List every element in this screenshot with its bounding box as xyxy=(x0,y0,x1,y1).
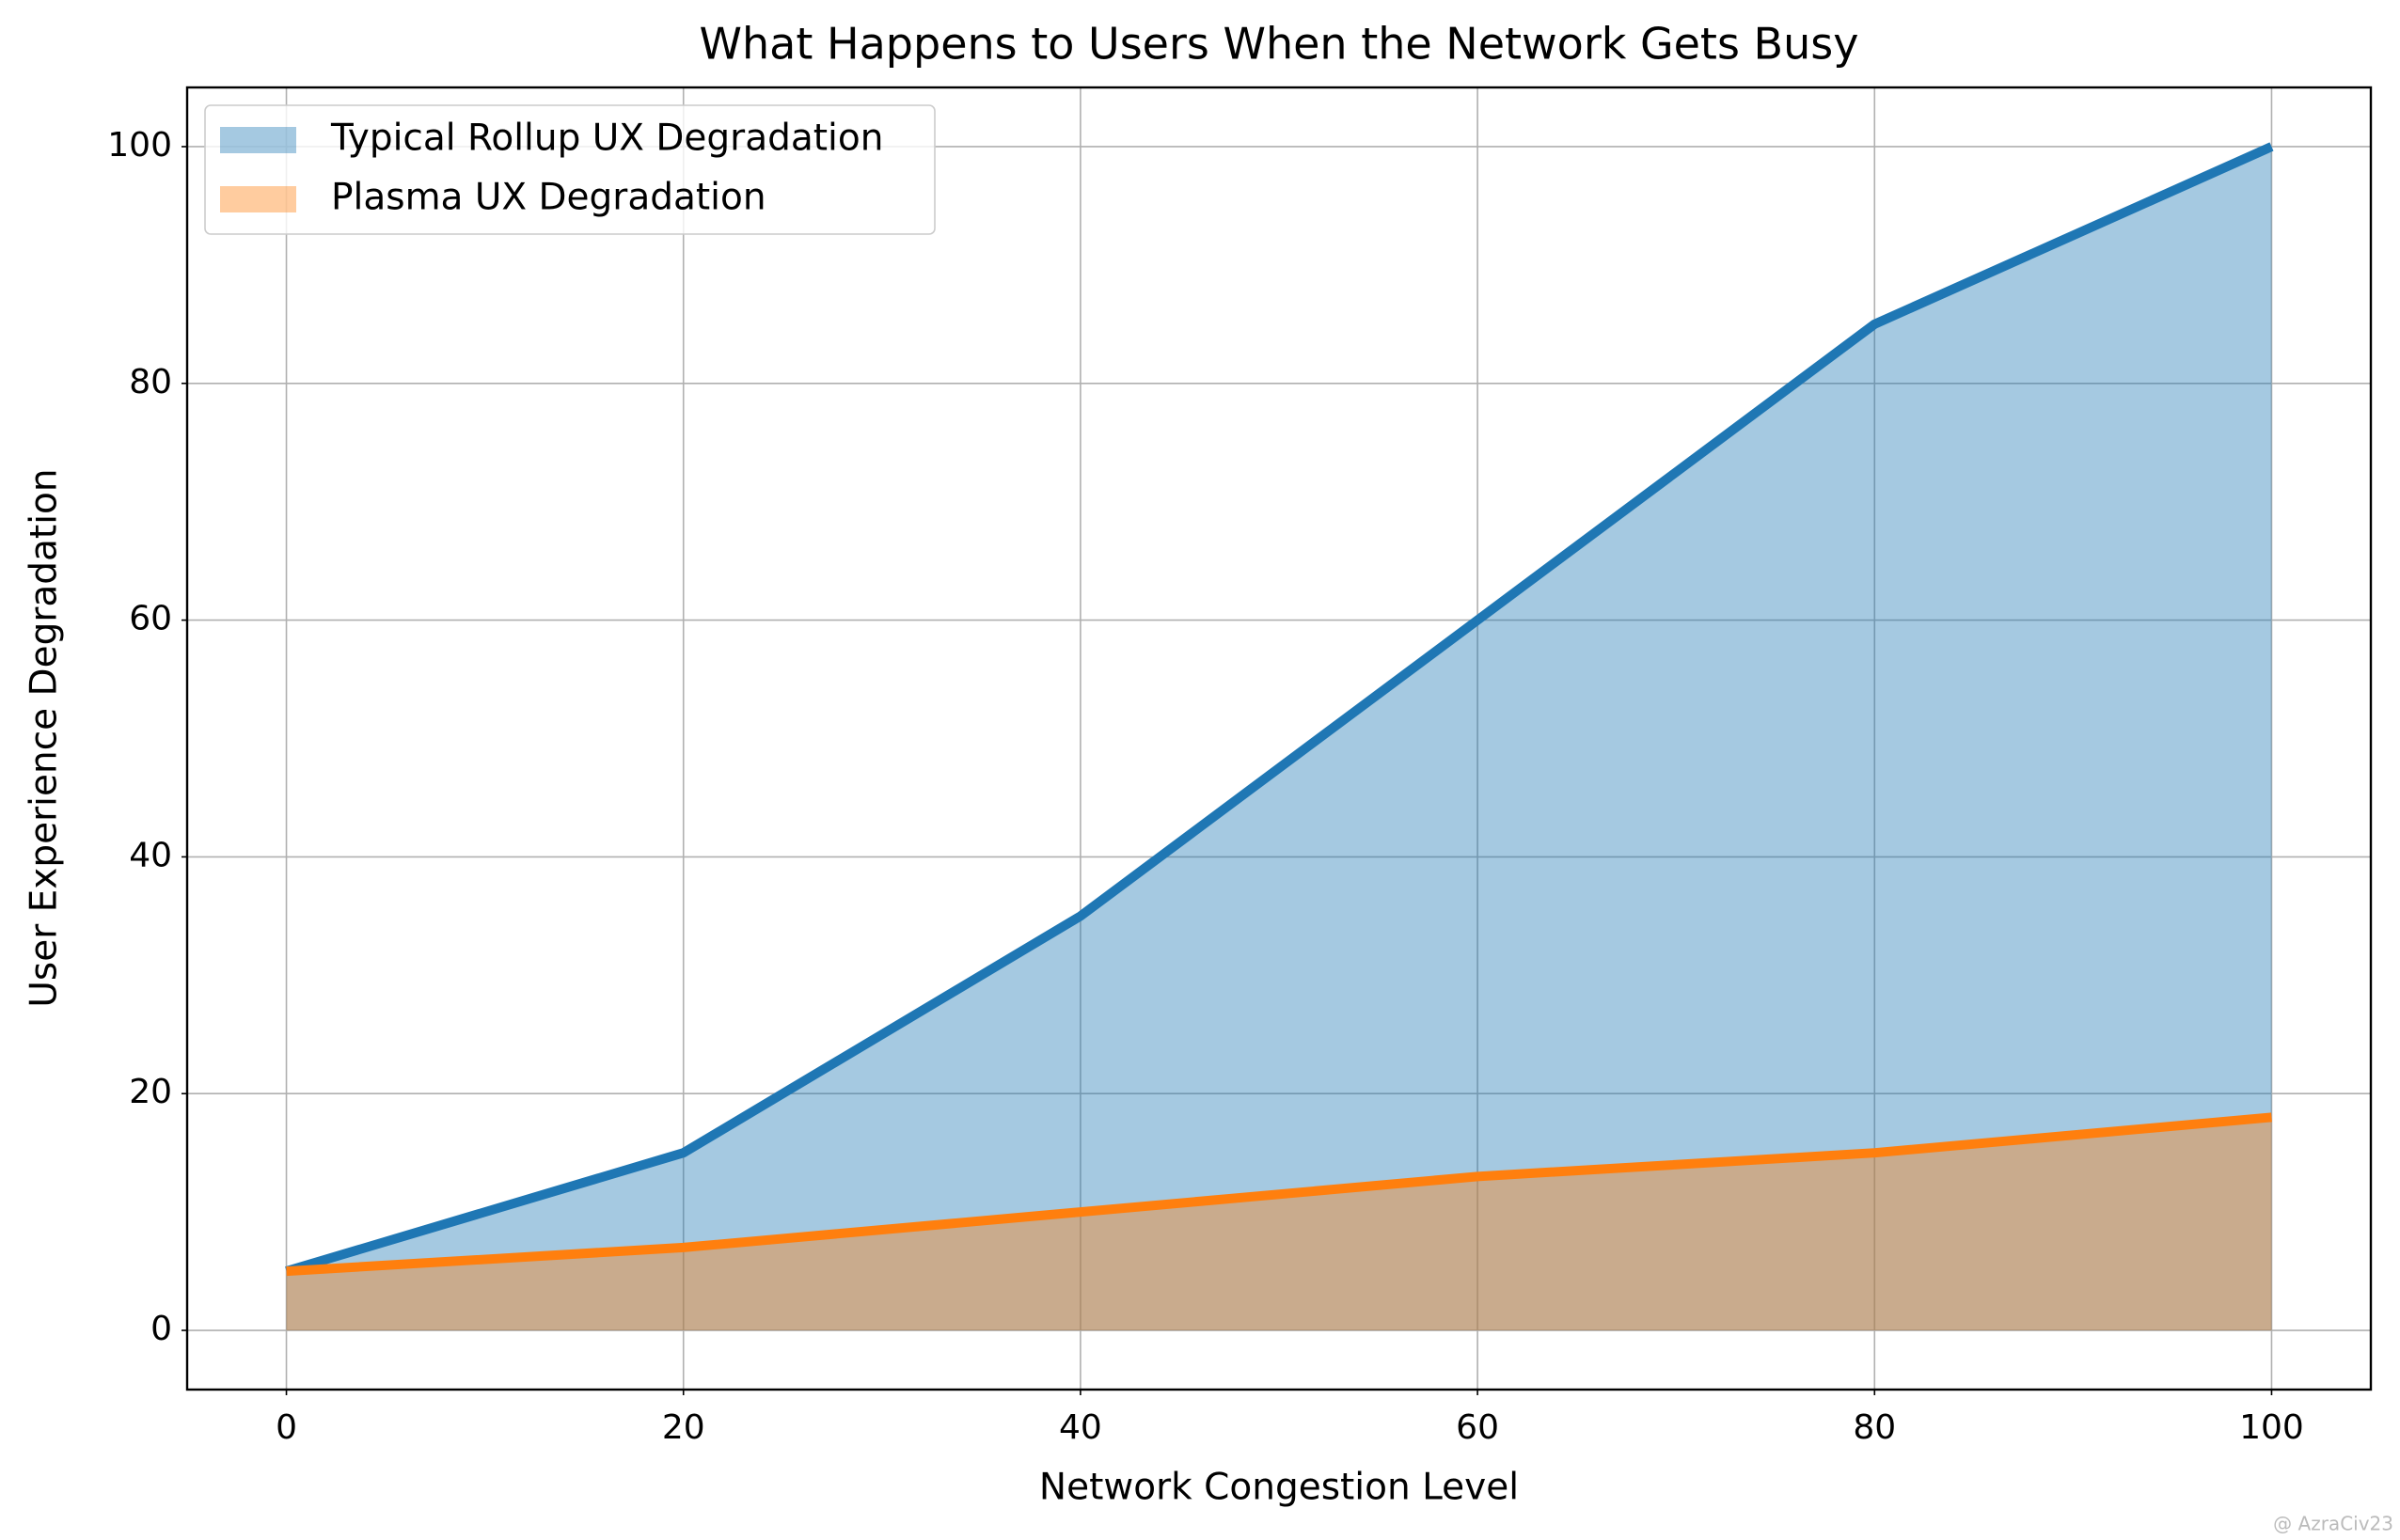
x-tick-label: 0 xyxy=(276,1408,297,1447)
chart-title: What Happens to Users When the Network G… xyxy=(700,19,1859,70)
legend-label: Plasma UX Degradation xyxy=(331,177,766,219)
plot-frame xyxy=(185,86,2373,1391)
legend-label: Typical Rollup UX Degradation xyxy=(330,118,883,160)
legend-box xyxy=(204,104,936,235)
x-tick-label: 40 xyxy=(1059,1408,1102,1447)
y-axis-label: User Experience Degradation xyxy=(24,468,66,1007)
area-fill xyxy=(286,146,2272,1331)
legend-swatch xyxy=(220,127,296,153)
line xyxy=(285,142,2274,1276)
x-tick-label: 60 xyxy=(1456,1408,1499,1447)
watermark: @ AzraCiv23 xyxy=(2273,1513,2393,1535)
line xyxy=(286,1112,2272,1277)
x-axis-label: Network Congestion Level xyxy=(1039,1467,1519,1509)
y-tick-label: 100 xyxy=(107,126,172,165)
y-tick-label: 40 xyxy=(129,836,172,874)
area-fill xyxy=(286,1117,2272,1331)
y-tick-label: 60 xyxy=(129,600,172,638)
legend-swatch xyxy=(220,186,296,212)
x-tick-label: 80 xyxy=(1853,1408,1896,1447)
y-tick-label: 0 xyxy=(150,1310,172,1348)
y-tick-label: 80 xyxy=(129,363,172,401)
y-tick-label: 20 xyxy=(129,1073,172,1111)
x-tick-label: 20 xyxy=(662,1408,705,1447)
x-tick-label: 100 xyxy=(2239,1408,2304,1447)
